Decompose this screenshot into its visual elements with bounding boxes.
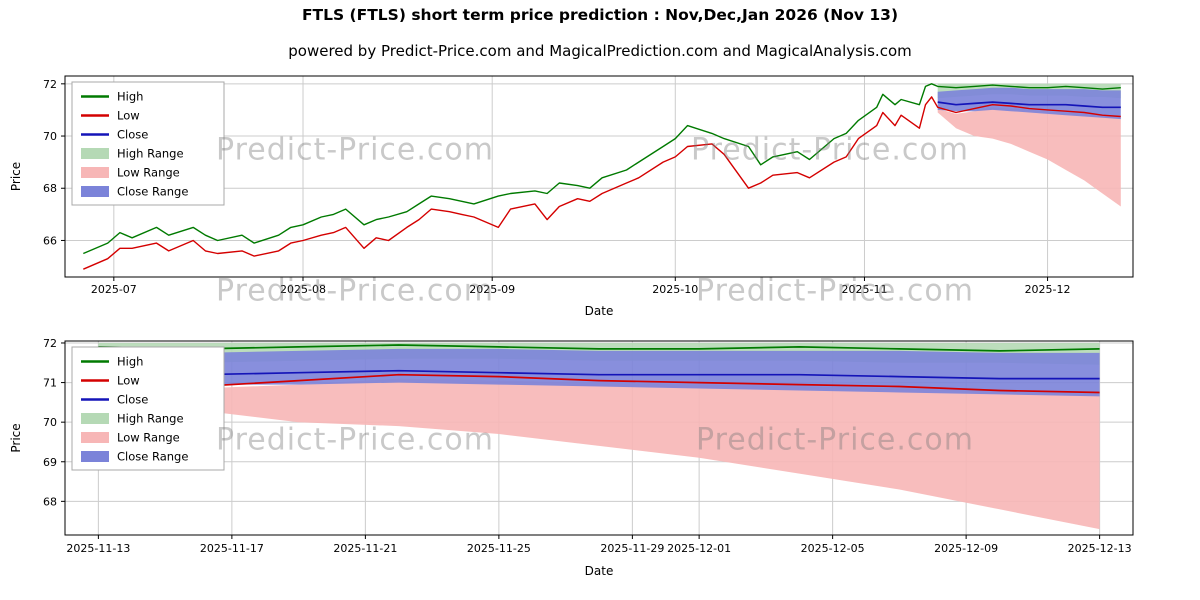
x-tick-label: 2025-11-13 [66,542,130,555]
legend-label: Low Range [117,166,180,180]
legend-label: Close Range [117,450,188,464]
legend-sample-patch [81,167,109,178]
low-range-band [937,107,1121,207]
close-range-band [98,348,1100,397]
x-tick-label: 2025-11-21 [333,542,397,555]
x-tick-label: 2025-11-17 [200,542,264,555]
high-line [83,83,1121,255]
plot-border [64,340,1134,536]
x-tick-label: 2025-11-25 [467,542,531,555]
legend-label: Close [117,128,148,142]
y-tick-label: 72 [43,337,57,350]
overview-chart: 2025-07 2025-08 2025-09 2025-10 2025-11 2025-… [9,75,1134,318]
plot-border [64,75,1134,278]
legend-sample-patch [81,148,109,159]
x-tick-label: 2025-12-05 [801,542,865,555]
legend: High Low Close High Range Low Range Close Ran… [71,81,225,206]
high-line [98,344,1100,352]
prediction-chart: 2025-11-13 2025-11-17 2025-11-21 2025-11-25… [9,337,1134,578]
legend-sample-patch [81,432,109,443]
legend: High Low Close High Range Low Range Close Ran… [71,346,225,471]
legend-label: Close Range [117,185,188,199]
y-tick-label: 71 [43,377,57,390]
y-tick-label: 68 [43,495,57,508]
legend-label: Low Range [117,431,180,445]
legend-sample-patch [81,413,109,424]
y-tick-label: 69 [43,456,57,469]
x-tick-label: 2025-12-01 [667,542,731,555]
page-subtitle: powered by Predict-Price.com and Magical… [288,42,912,60]
x-tick-label: 2025-10 [652,283,698,296]
x-tick-label: 2025-12-09 [934,542,998,555]
low-line [98,373,1100,394]
legend-label: High [117,90,143,104]
page-title: FTLS (FTLS) short term price prediction … [301,6,899,24]
legend-sample-patch [81,186,109,197]
x-tick-label: 2025-08 [280,283,326,296]
x-tick-label: 2025-11 [841,283,887,296]
low-line [83,96,1121,270]
low-range-band [98,378,1100,530]
legend-label: Low [117,109,140,123]
legend-label: High [117,355,143,369]
y-axis-label: Price [9,162,23,191]
x-tick-label: 2025-11-29 [600,542,664,555]
y-tick-label: 68 [43,182,57,195]
x-tick-label: 2025-12-13 [1068,542,1132,555]
legend-label: High Range [117,412,184,426]
x-axis-label: Date [585,304,614,318]
legend-label: High Range [117,147,184,161]
x-tick-label: 2025-12 [1025,283,1071,296]
y-tick-label: 70 [43,130,57,143]
x-tick-label: 2025-09 [469,283,515,296]
x-axis-label: Date [585,564,614,578]
legend-label: Close [117,393,148,407]
legend-sample-patch [81,451,109,462]
x-tick-label: 2025-07 [91,283,137,296]
y-tick-label: 72 [43,78,57,91]
y-axis-label: Price [9,423,23,452]
y-tick-label: 66 [43,234,57,247]
close-line [937,101,1121,109]
close-line [98,369,1100,380]
legend-label: Low [117,374,140,388]
y-tick-label: 70 [43,416,57,429]
